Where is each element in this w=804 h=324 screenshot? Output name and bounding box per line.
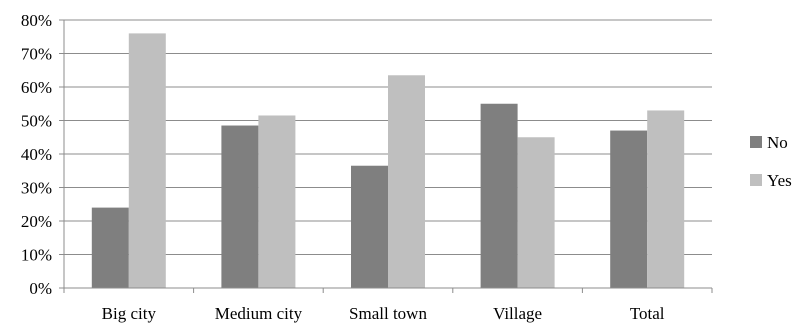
y-axis: 0% 10% 20% 30% 40% 50% 60% 70% 80%	[21, 11, 65, 298]
y-tick-label: 80%	[21, 11, 52, 30]
x-category-label: Medium city	[215, 304, 303, 323]
x-axis: Big city Medium city Small town Village Tota…	[63, 287, 713, 323]
legend: No Yes	[750, 133, 792, 190]
bar-no-medium-city	[221, 125, 259, 289]
bar-yes-village	[517, 137, 555, 288]
bar-no-big-city	[91, 207, 129, 288]
legend-label-no: No	[767, 133, 788, 152]
legend-label-yes: Yes	[767, 171, 792, 190]
bar-no-small-town	[351, 165, 388, 288]
legend-swatch-no	[750, 136, 762, 148]
y-tick-label: 30%	[21, 179, 52, 198]
legend-swatch-yes	[750, 174, 762, 186]
bar-yes-total	[647, 110, 685, 288]
bars	[91, 33, 685, 289]
bar-no-village	[480, 103, 518, 288]
x-category-label: Village	[493, 304, 542, 323]
y-tick-label: 50%	[21, 112, 52, 131]
bar-no-total	[610, 130, 648, 288]
bar-yes-medium-city	[258, 115, 296, 288]
y-tick-label: 70%	[21, 45, 52, 64]
x-category-label: Small town	[349, 304, 427, 323]
y-tick-label: 60%	[21, 78, 52, 97]
x-category-label: Big city	[102, 304, 157, 323]
y-tick-label: 10%	[21, 246, 52, 265]
x-category-label: Total	[630, 304, 665, 323]
bar-yes-big-city	[128, 33, 166, 289]
bar-yes-small-town	[388, 75, 425, 289]
y-tick-label: 40%	[21, 145, 52, 164]
y-tick-label: 0%	[29, 279, 52, 298]
y-tick-label: 20%	[21, 212, 52, 231]
